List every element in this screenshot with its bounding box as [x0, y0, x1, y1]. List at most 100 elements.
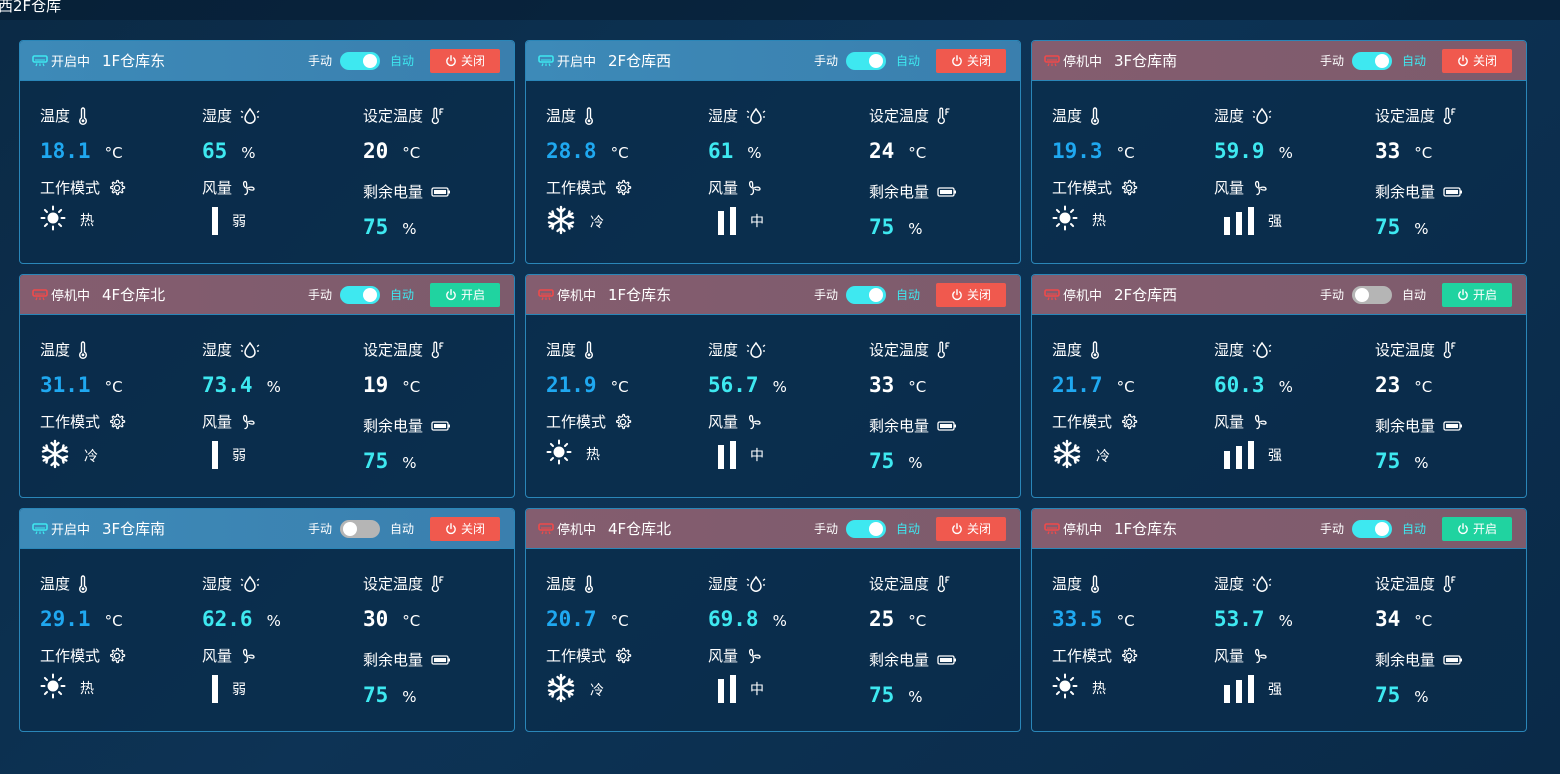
power-icon: [951, 54, 963, 67]
battery-label: 剩余电量: [1375, 649, 1463, 670]
work-mode-value: 热: [40, 205, 94, 235]
fan-icon: [746, 648, 762, 664]
auto-mode-toggle[interactable]: [845, 51, 886, 70]
humidity-label: 湿度: [202, 105, 260, 126]
work-mode-label: 工作模式: [1052, 411, 1138, 432]
power-button-label: 关闭: [966, 522, 991, 536]
power-button[interactable]: 关闭: [936, 516, 1006, 541]
manual-label: 手动: [813, 288, 838, 302]
air-conditioner-icon: [1044, 54, 1060, 67]
gear-icon: [1120, 179, 1138, 197]
temperature-label: 温度: [1052, 339, 1100, 360]
sun-icon: [1052, 673, 1078, 703]
battery-label: 剩余电量: [363, 649, 451, 670]
power-button[interactable]: 开启: [1442, 516, 1512, 541]
power-button-label: 关闭: [966, 54, 991, 68]
power-button[interactable]: 开启: [430, 282, 500, 307]
battery-icon: [431, 186, 451, 198]
work-mode-value: 冷: [546, 205, 604, 239]
work-mode-value: 冷: [40, 439, 98, 473]
auto-mode-toggle[interactable]: [1351, 519, 1392, 538]
work-mode-value: 热: [40, 673, 94, 703]
auto-mode-toggle[interactable]: [339, 285, 380, 304]
fan-level-bars: [718, 441, 736, 469]
card-body: 温度 21.7 °C 湿度 60.3% 设定温度: [1032, 315, 1526, 495]
auto-mode-toggle[interactable]: [339, 51, 380, 70]
toggle-knob: [868, 53, 883, 68]
temperature-label: 温度: [1052, 573, 1100, 594]
toggle-knob: [1354, 287, 1369, 302]
ac-card-grid: 开启中 1F仓库东 手动 自动 关闭 温度 18.1 °C: [19, 40, 1527, 732]
battery-icon: [431, 420, 451, 432]
fan-level-bar: [212, 441, 218, 469]
set-temperature-label: 设定温度: [363, 339, 445, 360]
gear-icon: [614, 647, 632, 665]
warehouse-name: 2F仓库西: [608, 52, 672, 70]
auto-mode-toggle[interactable]: [1351, 285, 1392, 304]
fan-level-bar: [730, 675, 736, 703]
auto-mode-toggle[interactable]: [845, 519, 886, 538]
battery-icon: [937, 420, 957, 432]
air-conditioner-icon: [32, 522, 48, 535]
auto-mode-toggle[interactable]: [845, 285, 886, 304]
temperature-value: 31.1 °C: [40, 373, 123, 397]
toggle-knob: [362, 287, 377, 302]
fan-level-bar: [1224, 451, 1230, 469]
power-button[interactable]: 关闭: [1442, 48, 1512, 73]
snowflake-icon: [546, 673, 576, 707]
status-text: 停机中: [1063, 523, 1103, 538]
fan-level-bars: [718, 675, 736, 703]
ac-card-7: 开启中 3F仓库南 手动 自动 关闭 温度 29.1 °C: [19, 508, 515, 732]
power-button[interactable]: 关闭: [430, 516, 500, 541]
card-header: 停机中 4F仓库北 手动 自动 关闭: [526, 509, 1020, 549]
toggle-knob: [342, 521, 357, 536]
humidity-value: 59.9%: [1214, 139, 1293, 163]
humidity-drop-icon: [240, 341, 260, 359]
fan-level-bar: [730, 441, 736, 469]
power-button[interactable]: 开启: [1442, 282, 1512, 307]
battery-label: 剩余电量: [363, 181, 451, 202]
auto-mode-toggle[interactable]: [339, 519, 380, 538]
work-mode-label: 工作模式: [546, 177, 632, 198]
set-temperature-value: 33 °C: [1375, 139, 1433, 163]
power-button[interactable]: 关闭: [936, 48, 1006, 73]
warehouse-name: 3F仓库南: [102, 520, 166, 538]
temperature-label: 温度: [40, 573, 88, 594]
humidity-drop-icon: [240, 107, 260, 125]
temperature-label: 温度: [546, 105, 594, 126]
fan-label: 风量: [708, 411, 762, 432]
battery-icon: [1443, 186, 1463, 198]
work-mode-label: 工作模式: [40, 411, 126, 432]
card-header: 停机中 2F仓库西 手动 自动 开启: [1032, 275, 1526, 315]
power-button[interactable]: 关闭: [430, 48, 500, 73]
snowflake-icon: [1052, 439, 1082, 473]
ac-card-8: 停机中 4F仓库北 手动 自动 关闭 温度 20.7 °C: [525, 508, 1021, 732]
humidity-label: 湿度: [202, 339, 260, 360]
sun-icon: [40, 205, 66, 235]
fan-level-bar: [1236, 680, 1242, 703]
fan-value: 弱: [212, 675, 246, 703]
set-thermometer-icon: [937, 107, 951, 125]
battery-value: 75%: [363, 449, 417, 473]
power-button-label: 开启: [1472, 288, 1497, 302]
card-header: 停机中 1F仓库东 手动 自动 关闭: [526, 275, 1020, 315]
gear-icon: [108, 413, 126, 431]
fan-icon: [746, 414, 762, 430]
humidity-label: 湿度: [708, 573, 766, 594]
set-thermometer-icon: [937, 575, 951, 593]
sun-icon: [40, 673, 66, 703]
gear-icon: [1120, 647, 1138, 665]
power-button[interactable]: 关闭: [936, 282, 1006, 307]
humidity-value: 53.7%: [1214, 607, 1293, 631]
toggle-knob: [868, 287, 883, 302]
auto-label: 自动: [389, 288, 414, 302]
warehouse-name: 4F仓库北: [608, 520, 672, 538]
fan-level-bars: [212, 441, 218, 469]
fan-level-bar: [1248, 207, 1254, 235]
card-header: 停机中 4F仓库北 手动 自动 开启: [20, 275, 514, 315]
humidity-value: 62.6%: [202, 607, 281, 631]
set-temperature-label: 设定温度: [1375, 339, 1457, 360]
auto-mode-toggle[interactable]: [1351, 51, 1392, 70]
fan-level-bar: [730, 207, 736, 235]
auto-label: 自动: [1401, 522, 1426, 536]
